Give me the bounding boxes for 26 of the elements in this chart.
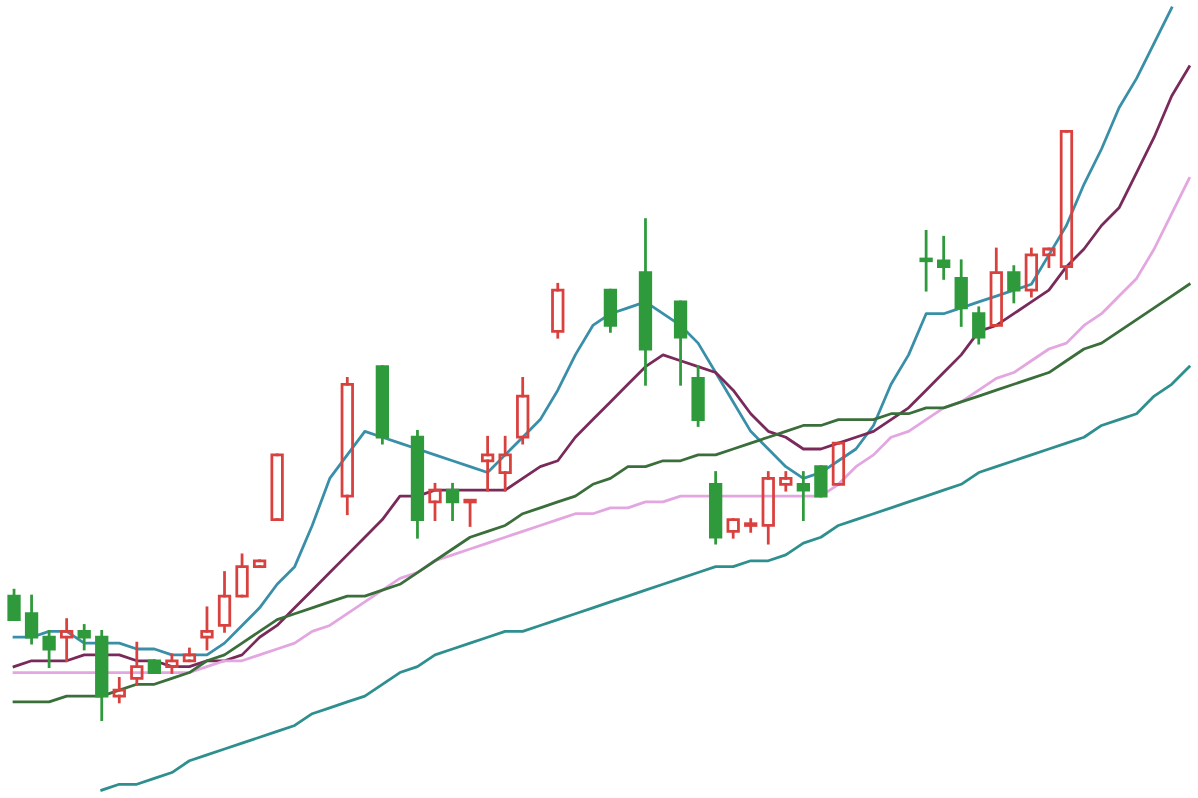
candlestick [919,229,933,292]
candlestick [638,218,653,386]
candlestick [1024,247,1039,298]
candlestick [498,435,512,492]
candlestick [708,471,723,545]
candlestick [761,471,775,545]
candlestick [954,259,968,327]
candlestick [445,482,460,521]
candlestick [95,629,109,721]
candlestick [217,571,232,633]
candlestick [77,624,91,651]
candlestick [340,377,354,516]
candlestick [972,306,986,345]
candlestick [796,471,810,521]
candlestick [60,618,74,663]
candlestick [1007,265,1021,304]
candlestick [112,677,126,704]
candlestick [410,429,425,539]
candlestick [779,471,793,492]
candlestick [937,235,951,280]
candlestick [516,377,530,445]
candlestick [24,594,39,645]
candlestick [480,435,495,492]
candlestick [551,282,565,339]
candlestick [42,629,56,669]
candlestick [130,641,144,686]
